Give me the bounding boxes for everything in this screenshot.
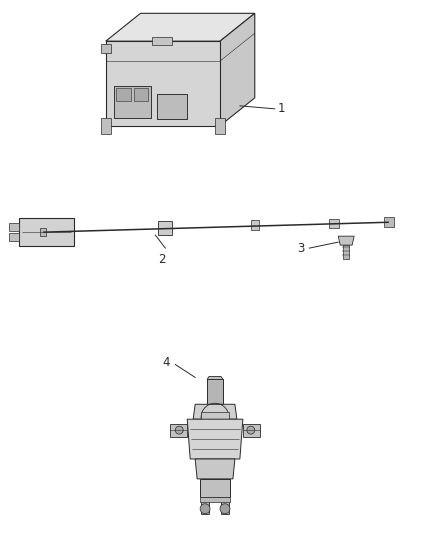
Polygon shape xyxy=(9,223,19,231)
Polygon shape xyxy=(193,404,237,419)
Polygon shape xyxy=(187,419,243,459)
Polygon shape xyxy=(106,13,255,41)
Circle shape xyxy=(175,426,183,434)
Polygon shape xyxy=(116,88,131,101)
Polygon shape xyxy=(220,13,255,126)
Polygon shape xyxy=(157,94,187,119)
Text: 4: 4 xyxy=(163,356,170,369)
Polygon shape xyxy=(152,37,172,45)
Polygon shape xyxy=(343,245,349,259)
Polygon shape xyxy=(200,479,230,497)
Polygon shape xyxy=(159,221,172,235)
Polygon shape xyxy=(215,118,225,134)
Polygon shape xyxy=(201,497,209,514)
Text: 3: 3 xyxy=(297,241,304,255)
Polygon shape xyxy=(114,86,152,118)
Circle shape xyxy=(220,504,230,514)
Circle shape xyxy=(247,426,255,434)
Polygon shape xyxy=(195,459,235,479)
Polygon shape xyxy=(134,88,148,101)
Polygon shape xyxy=(170,424,187,437)
Circle shape xyxy=(200,504,210,514)
Text: 1: 1 xyxy=(278,102,285,115)
Polygon shape xyxy=(200,497,230,502)
Polygon shape xyxy=(329,219,339,228)
Polygon shape xyxy=(19,218,74,246)
Polygon shape xyxy=(40,228,46,236)
Polygon shape xyxy=(101,44,111,53)
Polygon shape xyxy=(243,424,260,437)
Polygon shape xyxy=(201,412,229,422)
Text: 2: 2 xyxy=(159,253,166,266)
Polygon shape xyxy=(106,41,220,126)
Polygon shape xyxy=(251,220,259,230)
Polygon shape xyxy=(207,379,223,404)
Polygon shape xyxy=(338,236,354,245)
Polygon shape xyxy=(9,233,19,241)
Polygon shape xyxy=(207,376,223,379)
Polygon shape xyxy=(384,217,394,227)
Polygon shape xyxy=(101,118,111,134)
Polygon shape xyxy=(221,497,229,514)
